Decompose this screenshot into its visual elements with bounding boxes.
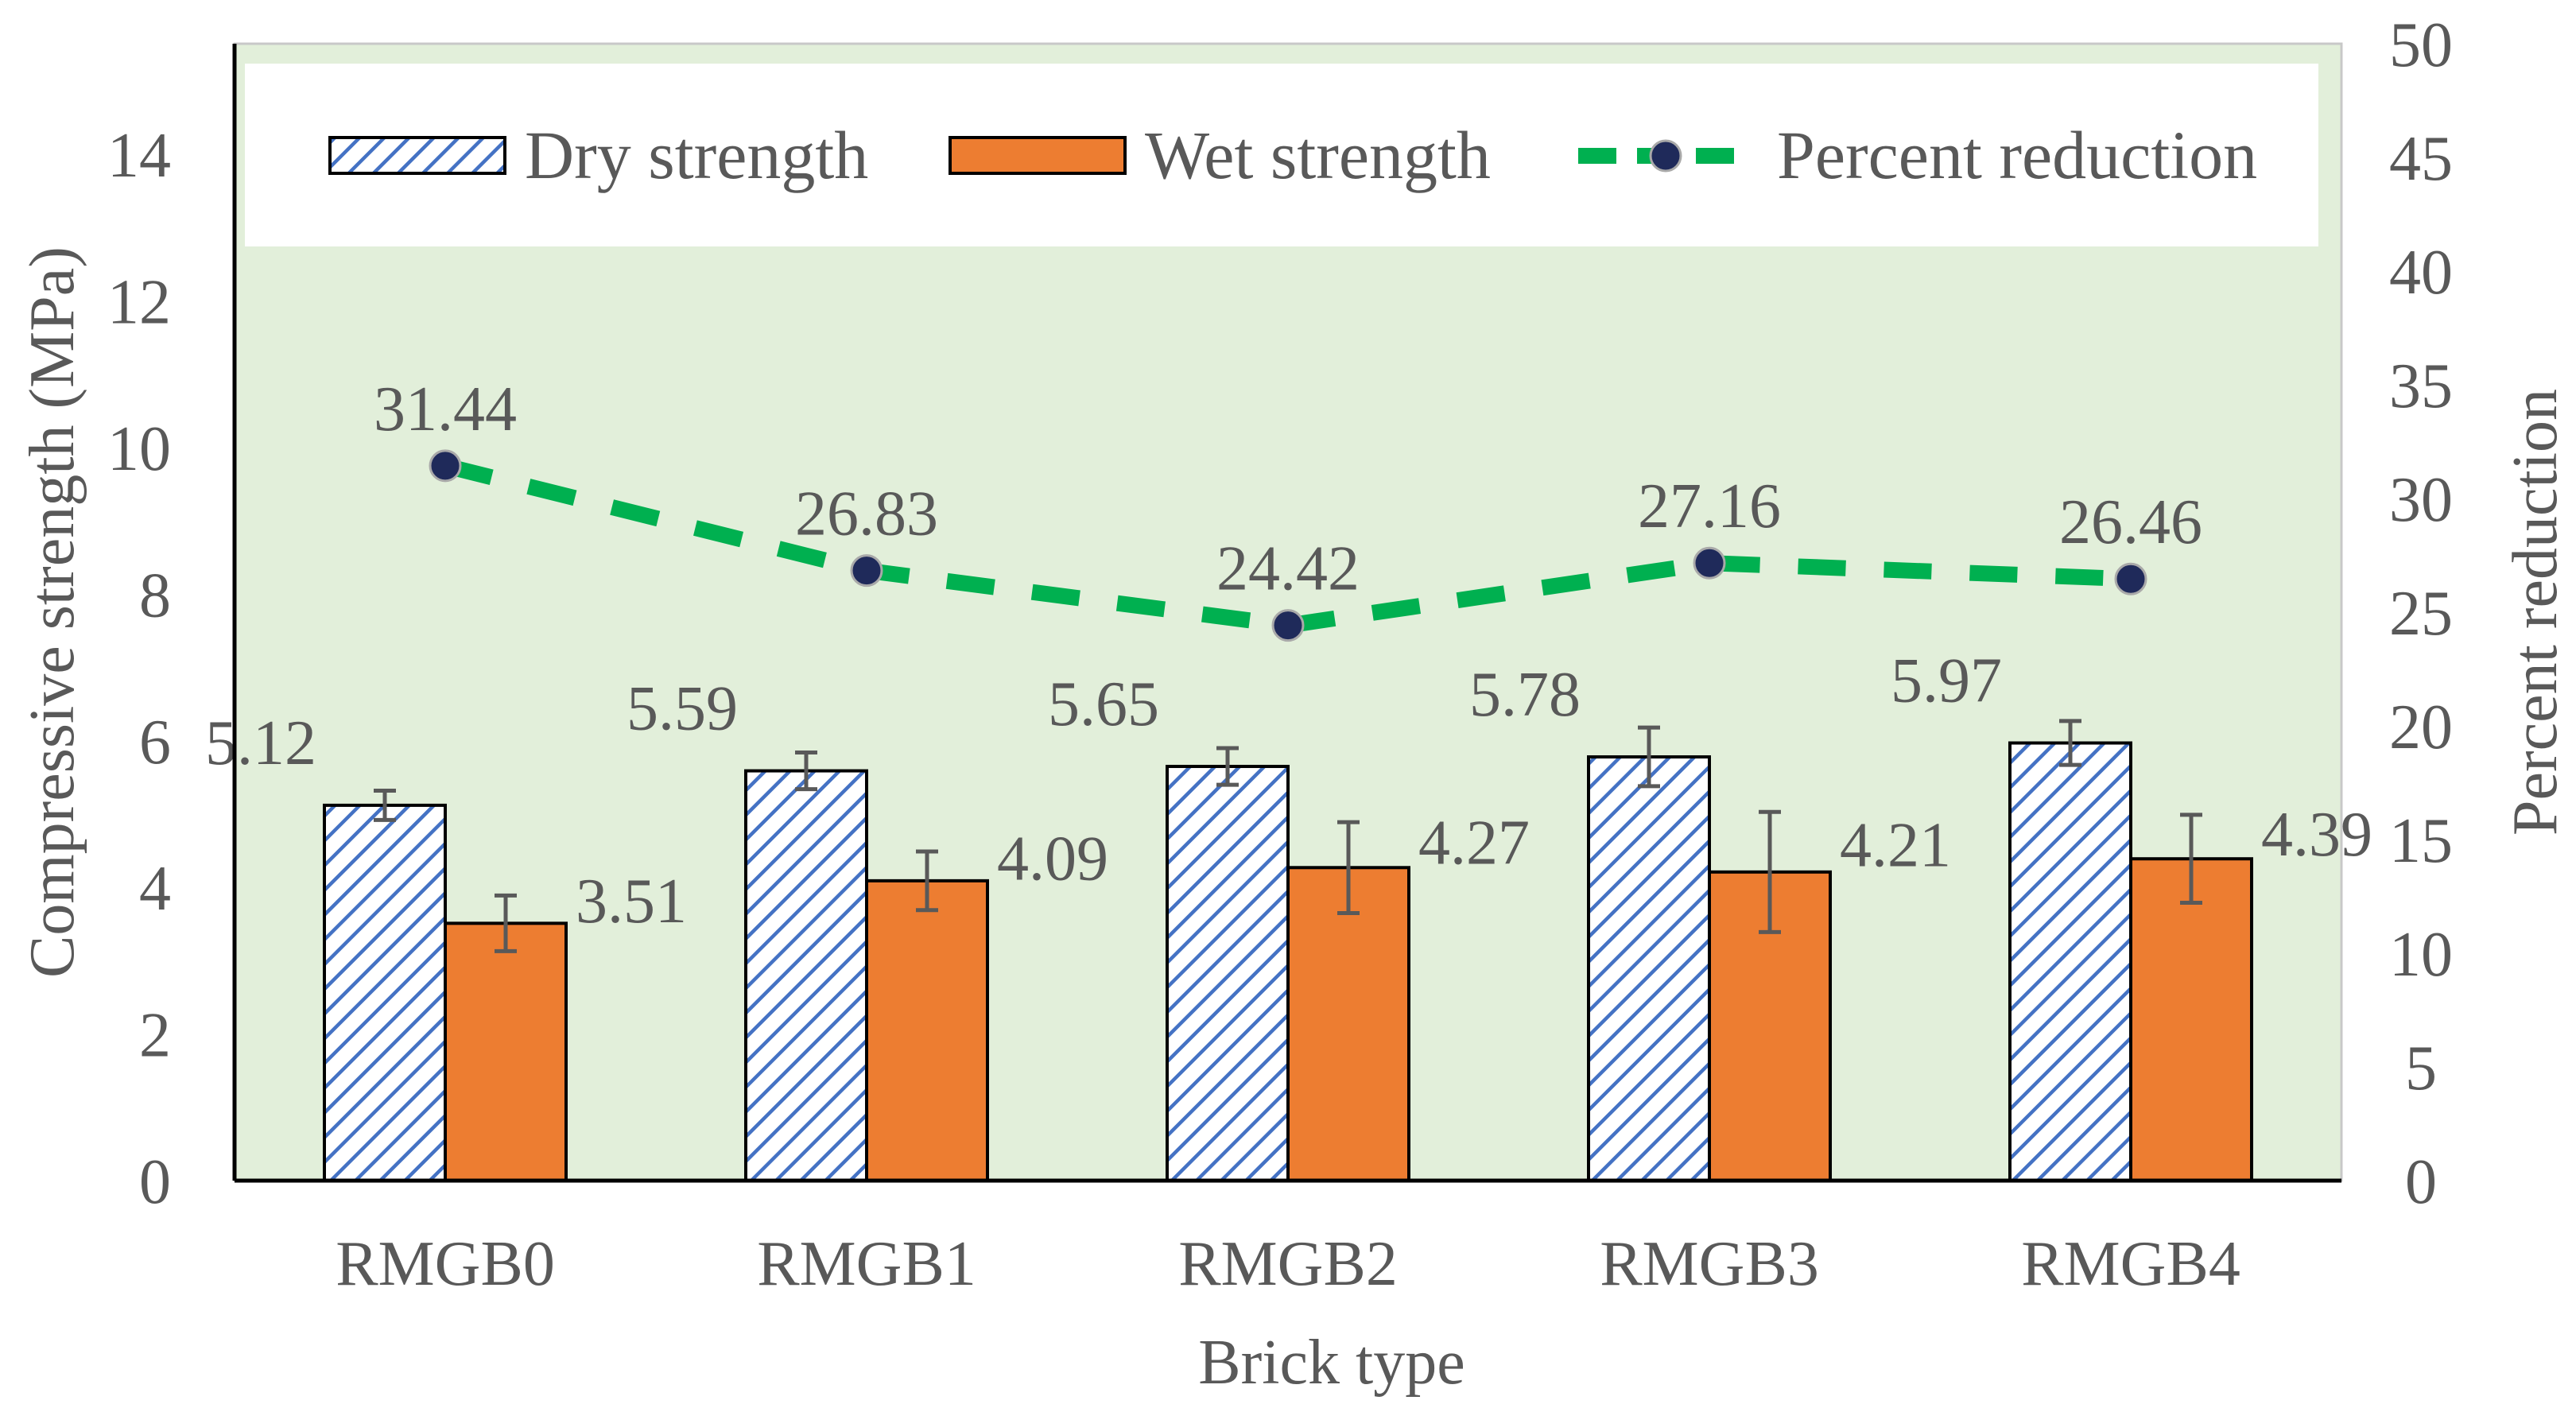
error-bar-wet-rmgb1 [916, 849, 938, 913]
bar-dry-rmgb2 [1166, 765, 1290, 1182]
percent-marker-rmgb4 [2114, 562, 2147, 595]
percent-marker-rmgb3 [1693, 546, 1726, 580]
legend-label-wet: Wet strength [1145, 117, 1491, 193]
data-label-wet-rmgb4: 4.39 [2261, 800, 2372, 870]
x-tick-label-rmgb4: RMGB4 [2021, 1229, 2240, 1299]
y2-tick-label-40: 40 [2389, 238, 2453, 308]
y-tick-label-6: 6 [139, 708, 171, 778]
error-bar-wet-rmgb2 [1337, 820, 1360, 915]
y2-tick-label-10: 10 [2389, 920, 2453, 990]
data-label-percent-rmgb3: 27.16 [1638, 471, 1781, 541]
y-tick-label-0: 0 [139, 1147, 171, 1217]
y2-tick-label-50: 50 [2389, 10, 2453, 80]
y-tick-label-12: 12 [107, 268, 171, 338]
data-label-dry-rmgb3: 5.78 [1469, 660, 1581, 730]
x-axis-title: Brick type [1198, 1328, 1465, 1398]
legend-label-dry: Dry strength [525, 117, 868, 193]
error-bar-dry-rmgb4 [2059, 719, 2081, 767]
bar-dry-rmgb4 [2008, 741, 2132, 1182]
y-tick-label-4: 4 [139, 854, 171, 924]
x-axis-categories: RMGB0 RMGB1 RMGB2 RMGB3 RMGB4 [336, 1229, 2240, 1299]
data-label-dry-rmgb1: 5.59 [627, 674, 738, 744]
y-axis-title: Compressive strength (MPa) [17, 246, 87, 978]
y-tick-label-10: 10 [107, 414, 171, 484]
data-label-wet-rmgb0: 3.51 [576, 867, 687, 937]
percent-marker-rmgb2 [1271, 609, 1305, 642]
data-label-wet-rmgb1: 4.09 [997, 824, 1108, 894]
error-bar-wet-rmgb4 [2180, 813, 2202, 906]
y2-tick-label-20: 20 [2389, 692, 2453, 762]
bar-wet-rmgb4 [2129, 857, 2253, 1182]
bar-dry-rmgb0 [323, 803, 447, 1182]
x-tick-label-rmgb0: RMGB0 [336, 1229, 555, 1299]
legend-marker-percent [1649, 139, 1682, 173]
y-tick-label-8: 8 [139, 560, 171, 630]
error-bar-dry-rmgb2 [1216, 746, 1239, 787]
data-label-wet-rmgb3: 4.21 [1840, 810, 1951, 880]
percent-marker-rmgb0 [429, 449, 462, 483]
legend-label-percent: Percent reduction [1777, 117, 2257, 193]
legend: Dry strength Wet strength Percent reduct… [245, 64, 2318, 246]
data-label-dry-rmgb2: 5.65 [1048, 669, 1159, 739]
bar-dry-rmgb3 [1587, 755, 1711, 1182]
legend-box [245, 64, 2318, 246]
data-label-dry-rmgb0: 5.12 [205, 708, 316, 778]
legend-swatch-wet [949, 136, 1127, 175]
x-tick-label-rmgb3: RMGB3 [1600, 1229, 1819, 1299]
y2-tick-label-25: 25 [2389, 579, 2453, 649]
error-bar-wet-rmgb0 [495, 893, 517, 953]
bar-wet-rmgb1 [865, 879, 989, 1182]
y-axis-right-ticks: 0 5 10 15 20 25 30 35 40 45 50 [2389, 10, 2453, 1217]
error-bar-dry-rmgb1 [795, 751, 817, 792]
error-bars [374, 719, 2202, 953]
data-label-dry-rmgb4: 5.97 [1891, 646, 2002, 716]
y2-tick-label-30: 30 [2389, 465, 2453, 535]
y2-tick-label-0: 0 [2405, 1147, 2437, 1217]
data-label-wet-rmgb2: 4.27 [1418, 809, 1530, 879]
x-tick-label-rmgb2: RMGB2 [1178, 1229, 1398, 1299]
percent-marker-rmgb1 [850, 554, 883, 588]
percent-line [429, 449, 2147, 642]
bar-dry-rmgb1 [744, 769, 868, 1182]
y-axis-left-ticks: 0 2 4 6 8 10 12 14 [107, 121, 171, 1217]
y2-tick-label-15: 15 [2389, 806, 2453, 876]
y-tick-label-2: 2 [139, 1001, 171, 1071]
bar-wet-rmgb0 [444, 921, 568, 1182]
legend-swatch-dry [328, 136, 506, 175]
bar-wet-rmgb2 [1286, 866, 1410, 1183]
data-labels: 5.12 3.51 5.59 4.09 5.65 4.27 5.78 4.21 5.97 4.39… [205, 374, 2372, 937]
y2-tick-label-35: 35 [2389, 351, 2453, 421]
data-label-percent-rmgb1: 26.83 [795, 479, 938, 549]
error-bar-dry-rmgb0 [374, 788, 396, 822]
error-bar-dry-rmgb3 [1638, 725, 1660, 789]
data-label-percent-rmgb2: 24.42 [1216, 534, 1360, 604]
y-axis-right-title: Percent reduction [2500, 389, 2570, 836]
error-bar-wet-rmgb3 [1759, 809, 1781, 934]
data-label-percent-rmgb4: 26.46 [2059, 487, 2202, 557]
data-label-percent-rmgb0: 31.44 [374, 374, 517, 444]
x-tick-label-rmgb1: RMGB1 [757, 1229, 976, 1299]
y2-tick-label-5: 5 [2405, 1034, 2437, 1104]
y2-tick-label-45: 45 [2389, 124, 2453, 194]
y-tick-label-14: 14 [107, 121, 171, 191]
